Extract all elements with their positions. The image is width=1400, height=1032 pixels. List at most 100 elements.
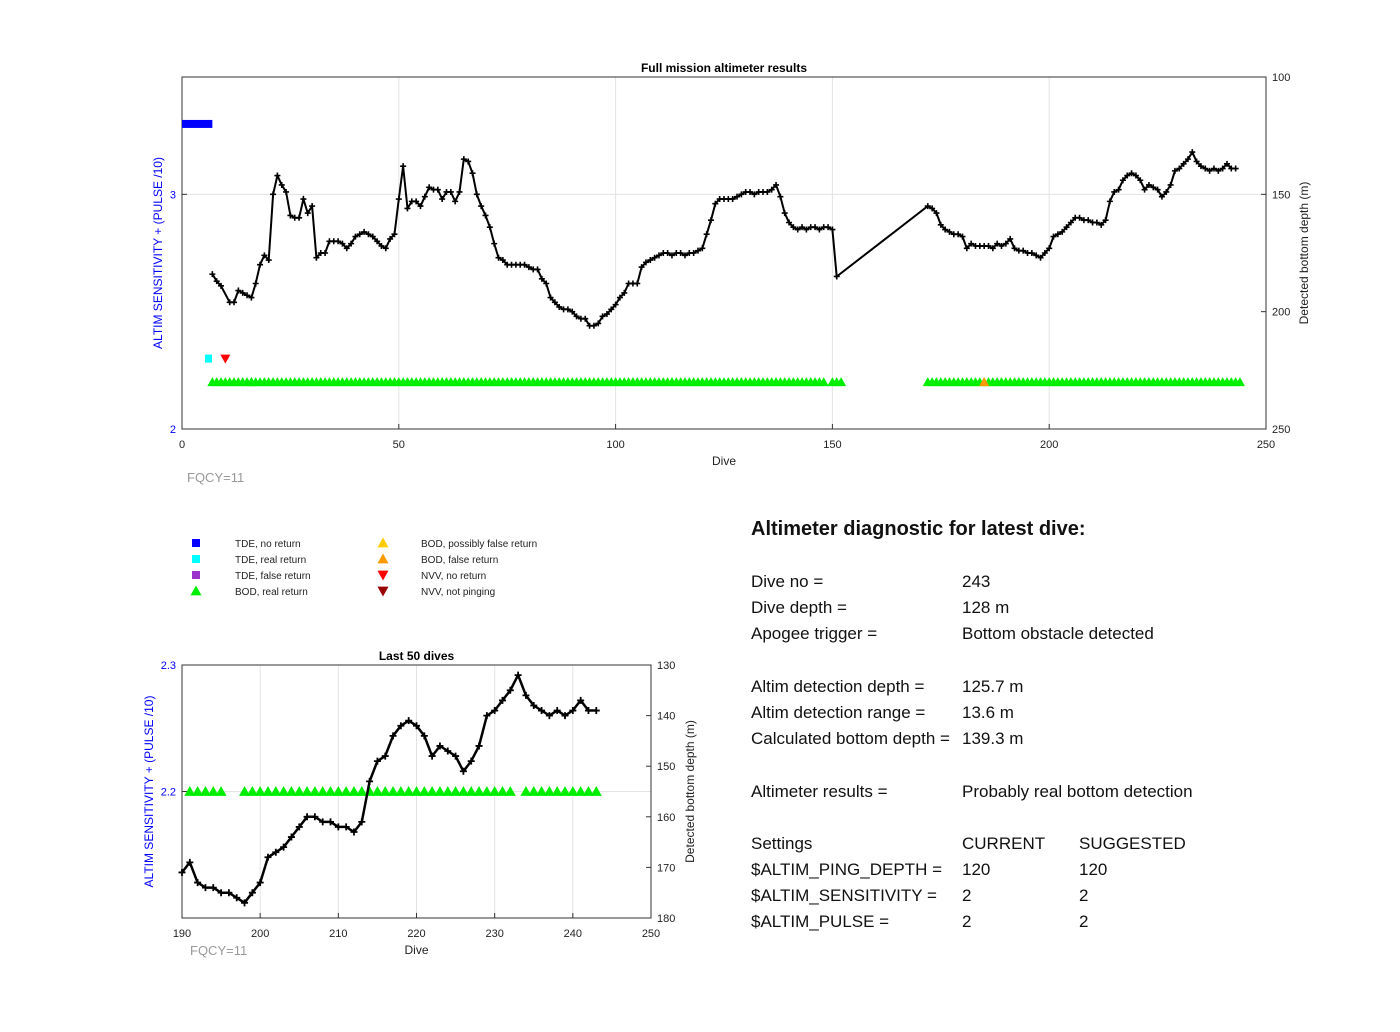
depth-point [469, 170, 476, 177]
marker-bod [348, 786, 360, 796]
depth-point [478, 203, 485, 210]
apogee-row: Apogee trigger = Bottom obstacle detecte… [751, 621, 1311, 647]
depth-point [751, 191, 758, 198]
depth-point [1119, 177, 1126, 184]
marker-bod [395, 786, 407, 796]
depth-point [434, 186, 441, 193]
marker-bod [254, 786, 266, 796]
depth-point [452, 752, 460, 760]
depth-point [647, 257, 654, 264]
depth-point [1132, 172, 1139, 179]
depth-point [486, 224, 493, 231]
depth-point [248, 294, 255, 301]
y-right-tick-label: 250 [1272, 424, 1290, 436]
x-tick-label: 240 [564, 928, 582, 940]
marker-bod [979, 377, 990, 387]
fqcy-note: FQCY=11 [190, 943, 247, 958]
marker-bod [520, 786, 532, 796]
y-left-axis-label: ALTIM SENSITIVITY + (PULSE /10) [142, 696, 156, 888]
marker-bod [536, 786, 548, 796]
depth-point [790, 224, 797, 231]
marker-bod [340, 786, 352, 796]
calc-bottom-row: Calculated bottom depth = 139.3 m [751, 726, 1311, 752]
depth-point [397, 722, 405, 730]
current-label: CURRENT [962, 833, 1046, 853]
depth-point [265, 257, 272, 264]
depth-point [498, 696, 506, 704]
depth-point [241, 899, 249, 907]
marker-bod [199, 786, 211, 796]
depth-point [287, 833, 295, 841]
depth-point [699, 245, 706, 252]
depth-point [296, 214, 303, 221]
depth-point [499, 257, 506, 264]
depth-point [444, 747, 452, 755]
dive-no-label: Dive no = [751, 572, 824, 591]
depth-point [1128, 170, 1135, 177]
legend: TDE, no return TDE, real return TDE, false… [190, 537, 537, 598]
marker-bod [426, 786, 438, 796]
marker-bod [504, 786, 516, 796]
depth-point [482, 212, 489, 219]
x-tick-label: 220 [407, 928, 425, 940]
marker-bod [387, 786, 399, 796]
depth-point [264, 853, 272, 861]
depth-point [1020, 247, 1027, 254]
depth-point [729, 196, 736, 203]
marker-bod [818, 377, 829, 387]
depth-point [677, 250, 684, 256]
depth-point [272, 848, 280, 856]
depth-point [1184, 156, 1191, 163]
depth-point [225, 889, 233, 897]
y-right-axis-label: Detected bottom depth (m) [1297, 182, 1311, 325]
depth-point [599, 313, 606, 320]
depth-point [1102, 217, 1109, 224]
depth-point [734, 193, 741, 200]
full-mission-chart: 0 50 100 150 200 250 2 3 100 150 200 250 Full missio… [151, 61, 1311, 485]
depth-point [1085, 217, 1092, 224]
marker-bod [246, 786, 258, 796]
depth-point [426, 184, 433, 191]
marker-bod [496, 786, 508, 796]
depth-point [405, 717, 413, 725]
pulse-label: $ALTIM_PULSE = [751, 912, 890, 932]
depth-point [287, 212, 294, 219]
depth-point [1167, 181, 1174, 188]
depth-point [573, 313, 580, 320]
depth-point [339, 240, 346, 247]
depth-point [612, 301, 619, 308]
depth-point [989, 245, 996, 252]
x-tick-label: 0 [179, 439, 185, 451]
depth-point [694, 247, 701, 254]
depth-point [1093, 219, 1100, 226]
depth-point [1007, 235, 1014, 242]
depth-point [313, 254, 320, 261]
marker-bod [551, 786, 563, 796]
depth-point [1210, 165, 1217, 172]
depth-point [1141, 186, 1148, 193]
depth-point [322, 250, 329, 256]
altim-depth-row: Altim detection depth = 125.7 m [751, 674, 1311, 700]
marker-bod [239, 786, 251, 796]
x-tick-label: 190 [173, 928, 191, 940]
results-value: Probably real bottom detection [962, 781, 1193, 801]
marker-bod [356, 786, 368, 796]
depth-point [319, 818, 327, 826]
depth-point [747, 188, 754, 195]
depth-point [1206, 167, 1213, 174]
marker-bod [309, 786, 321, 796]
depth-point [773, 181, 780, 188]
apogee-label: Apogee trigger = [751, 624, 878, 644]
settings-label: Settings [751, 833, 813, 853]
depth-point [334, 823, 342, 831]
plot-frame [181, 664, 652, 919]
depth-point [365, 231, 372, 238]
depth-point [551, 299, 558, 306]
legend-label: TDE, real return [235, 555, 306, 566]
depth-point [985, 242, 992, 249]
marker-bod [465, 786, 477, 796]
depth-point [235, 287, 242, 294]
depth-point [369, 233, 376, 240]
sensitivity-suggested: 2 [1079, 886, 1089, 906]
x-tick-label: 50 [393, 439, 405, 451]
